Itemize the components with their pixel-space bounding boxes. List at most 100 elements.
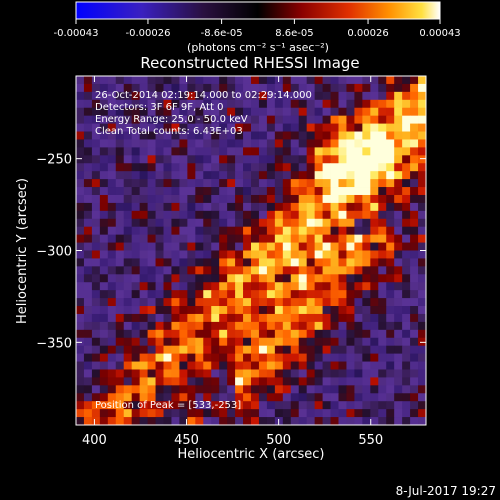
heatmap-cell: [338, 266, 347, 275]
heatmap-cell: [211, 210, 220, 220]
heatmap-cell: [274, 250, 284, 259]
heatmap-cell: [99, 361, 109, 370]
heatmap-cell: [346, 353, 355, 362]
heatmap-cell: [195, 179, 204, 188]
heatmap-cell: [107, 361, 117, 370]
heatmap-cell: [155, 274, 164, 283]
heatmap-cell: [346, 226, 355, 236]
heatmap-cell: [314, 226, 323, 236]
heatmap-cell: [338, 393, 347, 402]
heatmap-cell: [163, 139, 172, 148]
heatmap-cell: [362, 377, 371, 386]
heatmap-cell: [418, 76, 427, 85]
heatmap-cell: [346, 155, 355, 164]
heatmap-cell: [346, 179, 355, 188]
heatmap-cell: [354, 337, 363, 347]
heatmap-cell: [266, 290, 276, 299]
heatmap-cell: [418, 202, 427, 212]
heatmap-cell: [195, 393, 204, 402]
heatmap-cell: [131, 139, 141, 148]
heatmap-cell: [123, 258, 133, 267]
heatmap-cell: [370, 306, 379, 315]
heatmap-cell: [386, 139, 395, 148]
heatmap-cell: [402, 139, 411, 148]
heatmap-cell: [195, 274, 204, 283]
heatmap-cell: [171, 194, 180, 204]
heatmap-cell: [322, 345, 331, 355]
heatmap-cell: [235, 210, 244, 220]
heatmap-cell: [163, 417, 172, 426]
heatmap-cell: [211, 266, 220, 275]
heatmap-cell: [386, 361, 395, 370]
heatmap-cell: [155, 329, 164, 339]
heatmap-cell: [362, 202, 371, 212]
heatmap-cell: [370, 155, 379, 164]
heatmap-cell: [322, 123, 331, 132]
heatmap-cell: [171, 401, 180, 410]
heatmap-cell: [378, 337, 387, 347]
heatmap-cell: [274, 115, 284, 124]
heatmap-cell: [187, 337, 196, 347]
heatmap-cell: [171, 298, 180, 307]
heatmap-cell: [187, 321, 196, 331]
heatmap-cell: [91, 385, 101, 394]
heatmap-cell: [227, 409, 236, 418]
heatmap-cell: [306, 107, 316, 117]
heatmap-cell: [131, 345, 141, 355]
heatmap-cell: [410, 115, 419, 124]
heatmap-cell: [163, 234, 172, 243]
heatmap-cell: [195, 76, 204, 85]
heatmap-cell: [338, 179, 347, 188]
heatmap-cell: [195, 187, 204, 196]
heatmap-cell: [83, 131, 93, 140]
heatmap-cell: [274, 274, 284, 283]
heatmap-cell: [410, 329, 419, 339]
heatmap-cell: [290, 242, 300, 251]
heatmap-cell: [266, 123, 276, 132]
heatmap-cell: [298, 123, 308, 132]
heatmap-cell: [195, 250, 204, 259]
heatmap-cell: [322, 417, 331, 426]
heatmap-cell: [410, 218, 419, 228]
heatmap-cell: [203, 99, 212, 109]
heatmap-cell: [330, 123, 339, 132]
heatmap-cell: [91, 147, 101, 156]
heatmap-cell: [76, 290, 85, 299]
heatmap-cell: [338, 76, 347, 85]
heatmap-cell: [123, 337, 133, 347]
heatmap-cell: [378, 226, 387, 236]
heatmap-cell: [330, 298, 339, 307]
heatmap-cell: [99, 282, 109, 291]
heatmap-cell: [298, 194, 308, 204]
heatmap-cell: [76, 99, 85, 109]
heatmap-cell: [147, 179, 156, 188]
heatmap-cell: [298, 179, 308, 188]
heatmap-cell: [378, 266, 387, 275]
heatmap-cell: [330, 187, 339, 196]
heatmap-cell: [211, 147, 220, 156]
heatmap-cell: [370, 179, 379, 188]
heatmap-cell: [76, 298, 85, 307]
heatmap-cell: [243, 91, 252, 101]
heatmap-cell: [195, 242, 204, 251]
heatmap-cell: [123, 282, 133, 291]
heatmap-cell: [402, 417, 411, 426]
heatmap-cell: [187, 313, 196, 323]
heatmap-cell: [354, 393, 363, 402]
heatmap-cell: [107, 147, 117, 156]
heatmap-cell: [83, 147, 93, 156]
heatmap-cell: [394, 147, 403, 156]
heatmap-cell: [394, 258, 403, 267]
heatmap-cell: [187, 242, 196, 251]
heatmap-cell: [290, 306, 300, 315]
heatmap-cell: [131, 298, 141, 307]
heatmap-cell: [155, 337, 164, 347]
heatmap-cell: [211, 187, 220, 196]
heatmap-cell: [195, 107, 204, 117]
heatmap-cell: [131, 290, 141, 299]
heatmap-cell: [107, 171, 117, 180]
heatmap-cell: [131, 385, 141, 394]
heatmap-cell: [418, 258, 427, 267]
heatmap-cell: [338, 282, 347, 291]
heatmap-cell: [251, 321, 260, 331]
